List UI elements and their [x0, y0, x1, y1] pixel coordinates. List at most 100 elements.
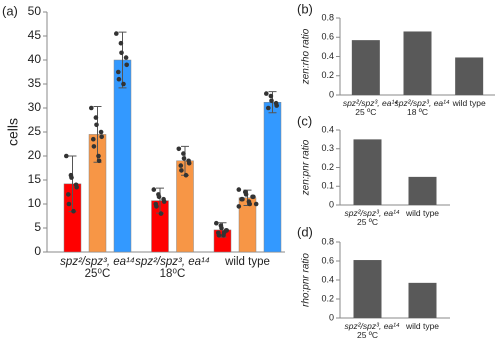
data-point [96, 158, 102, 164]
data-point [274, 103, 280, 108]
data-point [114, 31, 119, 36]
y-tick-label: 0.2 [321, 293, 334, 303]
y-tick-label: 0.4 [321, 124, 334, 134]
category-label: spz²/spz³, ea¹⁴ 25 ºC [345, 322, 400, 340]
category-label: wild type [400, 322, 446, 331]
bar [353, 260, 382, 318]
category-label: wild type [446, 99, 492, 108]
category-sublabel: 25⁰C [84, 268, 111, 281]
y-axis-label: rho:pnr ratio [301, 253, 312, 307]
data-point [74, 184, 79, 190]
data-point [236, 204, 242, 209]
error-bar [118, 31, 127, 89]
data-point [186, 160, 192, 166]
data-point [181, 151, 186, 156]
data-point [183, 172, 189, 178]
data-point [268, 93, 274, 99]
category-label: spz²/spz³, ea¹⁴ 18 ºC [394, 98, 450, 117]
y-tick-label: 45 [28, 28, 42, 42]
y-tick-label: 15 [28, 172, 42, 186]
data-point [123, 55, 129, 60]
data-point [181, 156, 187, 161]
bar [408, 176, 437, 205]
y-tick-label: 0.6 [321, 255, 334, 265]
data-point [124, 62, 129, 68]
y-axis-label: zen:pnr ratio [301, 139, 312, 196]
category-name: spz²/spz³, ea¹⁴ [135, 256, 210, 268]
panel-label: (c) [297, 113, 312, 128]
category-sublabel: 25 ºC [356, 329, 379, 340]
category-label: wild type [400, 209, 446, 218]
data-point [66, 201, 72, 207]
category-name: spz²/spz³, ea¹⁴ [394, 98, 450, 108]
y-tick-label: 5 [34, 220, 41, 234]
data-point [98, 129, 104, 135]
panel-label: (d) [297, 224, 313, 239]
data-point [91, 144, 97, 149]
data-point [219, 225, 224, 231]
data-point [66, 192, 71, 197]
data-point [240, 196, 245, 202]
y-tick-label: 20 [28, 148, 42, 162]
y-tick-label: 0 [329, 312, 334, 322]
data-point [116, 76, 122, 82]
category-sublabel: 25 ºC [356, 216, 379, 227]
y-tick-label: 0.1 [321, 181, 334, 191]
data-point [71, 208, 76, 214]
data-point [118, 40, 124, 46]
category-label: spz²/spz³, ea¹⁴ 25 ºC [342, 98, 398, 117]
category-name: wild type [405, 321, 440, 331]
data-point [93, 115, 99, 120]
data-point [236, 187, 242, 192]
bar [408, 282, 437, 318]
y-tick-label: 35 [28, 76, 42, 90]
data-point [264, 91, 269, 96]
data-point [116, 69, 121, 75]
y-tick-label: 0 [329, 199, 334, 209]
panel-label: (b) [297, 1, 313, 16]
y-tick-label: 0.6 [321, 32, 334, 42]
data-point [89, 105, 94, 111]
category-sublabel: 18 ºC [406, 106, 429, 117]
category-label: spz²/spz³, ea¹⁴ 18⁰C [118, 256, 228, 280]
data-point [99, 134, 104, 140]
category-label: spz²/spz³, ea¹⁴ 25⁰C [43, 256, 153, 280]
bar [455, 57, 484, 95]
category-name: spz²/spz³, ea¹⁴ [344, 208, 400, 218]
data-point [158, 211, 164, 216]
data-point [119, 50, 124, 56]
data-point [243, 192, 249, 197]
y-tick-label: 0 [34, 244, 41, 258]
category-name: spz²/spz³, ea¹⁴ [342, 98, 398, 108]
data-point [151, 187, 157, 192]
y-tick-label: 10 [28, 196, 42, 210]
data-point [91, 136, 96, 142]
category-name: wild type [405, 208, 440, 218]
data-point [176, 146, 182, 152]
y-tick-label: 0 [329, 89, 334, 99]
y-tick-label: 0.3 [321, 143, 334, 153]
y-tick-label: 25 [28, 124, 42, 138]
data-point [96, 153, 101, 159]
bar [351, 40, 380, 95]
data-point [179, 168, 184, 173]
panel-label: (a) [2, 3, 18, 18]
category-label: wild type [193, 256, 303, 268]
category-name: wild type [225, 256, 270, 268]
y-tick-label: 0.8 [321, 12, 334, 22]
y-tick-label: 50 [28, 4, 42, 18]
category-name: wild type [452, 98, 486, 108]
data-point [94, 122, 99, 128]
data-point [266, 105, 271, 111]
data-point [178, 163, 184, 168]
data-point [216, 232, 222, 238]
data-point [247, 201, 253, 207]
data-point [64, 153, 69, 159]
category-name: spz²/spz³, ea¹⁴ [60, 256, 135, 268]
y-tick-label: 0.4 [321, 51, 334, 61]
y-axis-label: zen:rho ratio [301, 28, 312, 85]
data-point [121, 81, 126, 87]
bar [403, 31, 432, 96]
